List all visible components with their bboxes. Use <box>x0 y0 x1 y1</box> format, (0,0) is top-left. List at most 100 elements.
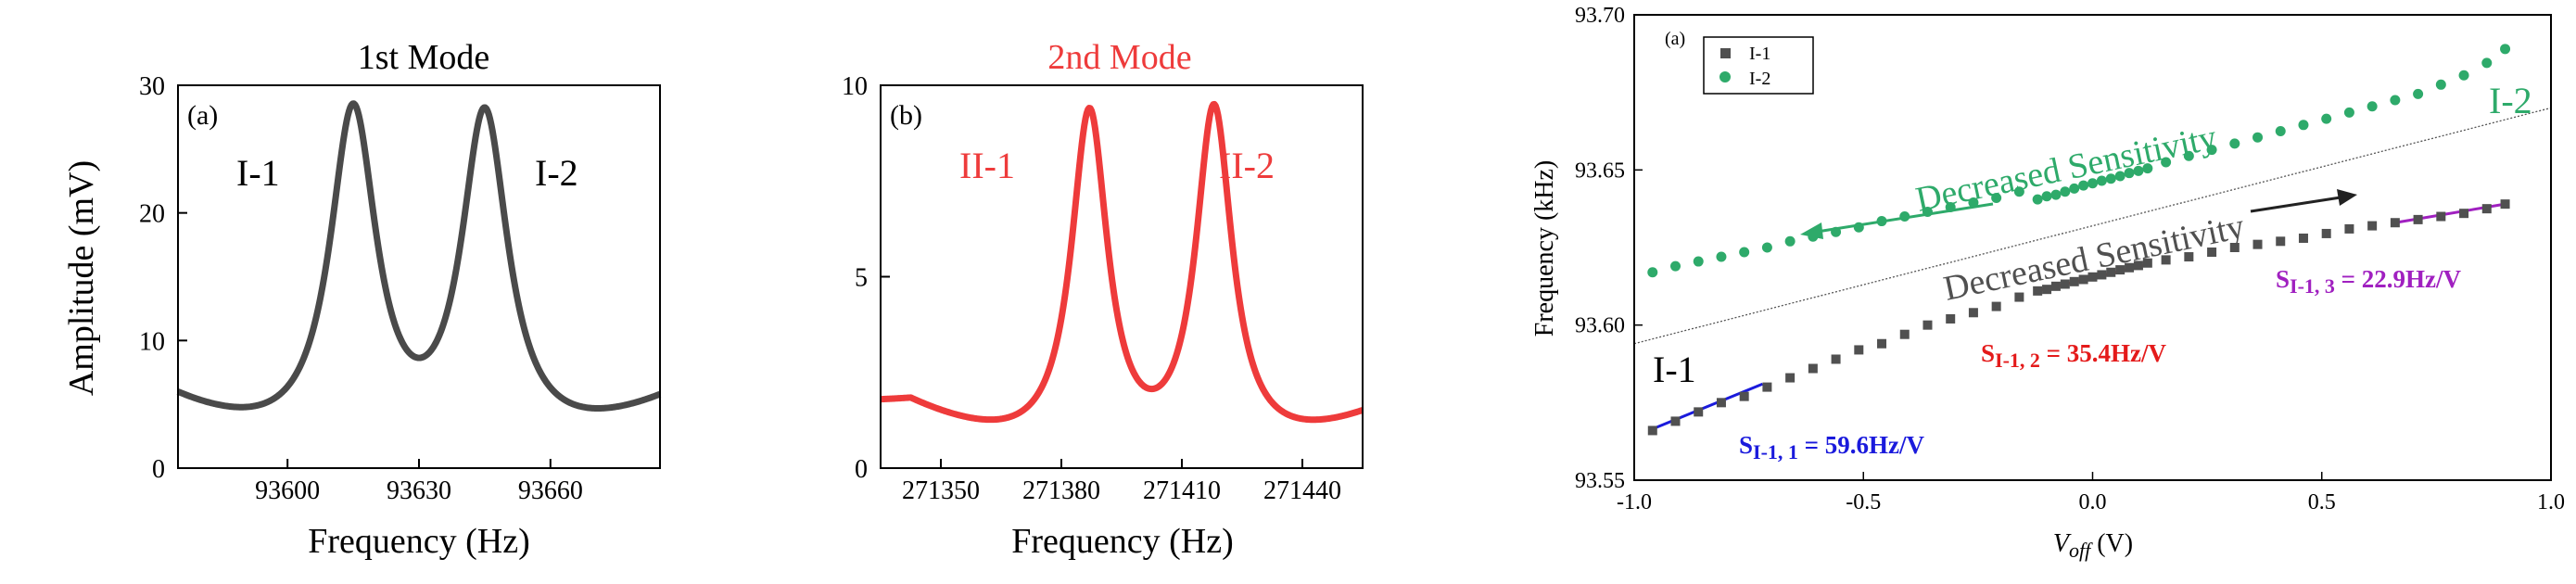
panel-frequency-vs-voltage: -1.0 -0.5 0.0 0.5 1.0 93.55 93.60 93.65 93.70 (a… <box>1530 4 2565 562</box>
point-i-2-15 <box>1991 192 2002 203</box>
point-i-1-7 <box>1808 363 1818 374</box>
annotation-i1-label: I-1 <box>1653 349 1696 390</box>
point-i-1-33 <box>2229 243 2240 252</box>
arrow-i2-shaft <box>1816 202 1994 234</box>
panel2-panel-label: (b) <box>890 100 922 131</box>
panel2-x-tick-label-0: 271350 <box>902 476 980 505</box>
point-i-1-18 <box>2042 285 2052 295</box>
panel2-y-tick-label-0: 0 <box>855 455 868 484</box>
panel1-y-tick-label-0: 0 <box>152 455 165 484</box>
point-i-1-13 <box>1946 313 1956 324</box>
fit-label-s2-main: S <box>1981 339 1995 367</box>
point-i-1-42 <box>2436 211 2446 222</box>
panel3-y-tick-label-0: 93.55 <box>1575 469 1625 493</box>
panel2-x-axis-label: Frequency (Hz) <box>1011 522 1234 561</box>
legend-box <box>1703 36 1814 95</box>
panel1-curve-layer <box>175 100 663 413</box>
legend-marker-i2 <box>1719 71 1731 83</box>
point-i-1-45 <box>2500 199 2510 209</box>
point-i-1-20 <box>2060 279 2070 289</box>
point-i-1-32 <box>2207 248 2217 258</box>
point-i-1-2 <box>1694 407 1704 417</box>
fit-label-s1-sub: I-1, 1 <box>1753 440 1798 463</box>
arrow-i1-head <box>2337 189 2357 206</box>
point-i-1-27 <box>2125 262 2135 273</box>
point-i-1-14 <box>1968 308 1978 318</box>
panel1-peak-label-2: I-2 <box>535 152 578 194</box>
point-i-2-36 <box>2298 120 2309 131</box>
point-i-2-24 <box>2096 175 2107 186</box>
panel1-panel-label: (a) <box>187 100 218 131</box>
panel2-ticks: 271350 271380 271410 271440 0 5 10 <box>842 72 1341 505</box>
point-i-1-39 <box>2367 221 2378 231</box>
panel3-y-axis-label: Frequency (kHz) <box>1530 160 1559 336</box>
panel3-legend: I-1 I-2 <box>1703 36 1814 95</box>
panel1-peak-label-1: I-1 <box>236 152 280 194</box>
point-i-2-29 <box>2142 163 2153 174</box>
panel2-peak-label-2: II-2 <box>1219 145 1275 186</box>
point-i-2-6 <box>1784 235 1796 247</box>
point-i-2-39 <box>2367 101 2378 112</box>
point-i-2-44 <box>2481 57 2493 69</box>
point-i-2-2 <box>1693 256 1704 267</box>
fit-label-s3-value: = 22.9Hz/V <box>2335 265 2462 293</box>
point-i-1-8 <box>1831 354 1841 364</box>
point-i-1-0 <box>1647 425 1657 436</box>
panel3-x-tick-label-1: -0.5 <box>1846 490 1881 514</box>
point-i-2-30 <box>2161 157 2172 168</box>
panel3-x-tick-label-3: 0.5 <box>2308 490 2336 514</box>
point-i-2-40 <box>2390 95 2401 106</box>
point-i-1-34 <box>2252 239 2263 249</box>
panel2-x-tick-label-3: 271440 <box>1263 476 1341 505</box>
panel1-resonance-curve <box>175 100 663 413</box>
point-i-2-28 <box>2133 165 2144 176</box>
point-i-2-23 <box>2087 178 2098 189</box>
point-i-1-37 <box>2321 228 2331 238</box>
point-i-1-35 <box>2276 236 2286 247</box>
panel1-title: 1st Mode <box>358 38 490 77</box>
legend-label-i2: I-2 <box>1749 69 1770 89</box>
point-i-1-29 <box>2142 258 2152 268</box>
panel3-x-tick-label-2: 0.0 <box>2079 490 2107 514</box>
panel2-curve-layer <box>878 100 1365 424</box>
point-i-2-37 <box>2321 113 2332 124</box>
point-i-1-23 <box>2087 272 2098 282</box>
panel1-y-tick-label-3: 30 <box>139 72 165 101</box>
point-i-2-34 <box>2252 132 2264 143</box>
fit-label-s3-main: S <box>2276 265 2290 293</box>
fit-label-s1-main: S <box>1739 431 1753 459</box>
annotation-decreased-sensitivity-i2: Decreased Sensitivity <box>1912 118 2220 220</box>
point-i-1-21 <box>2069 276 2079 286</box>
point-i-2-45 <box>2500 44 2511 55</box>
point-i-2-32 <box>2206 145 2217 156</box>
point-i-2-31 <box>2183 150 2194 161</box>
point-i-1-25 <box>2106 267 2116 277</box>
point-i-1-12 <box>1922 320 1933 330</box>
point-i-1-43 <box>2459 209 2469 219</box>
point-i-1-16 <box>2014 292 2024 302</box>
arrow-i1-shaft <box>2250 196 2341 213</box>
legend-label-i1: I-1 <box>1749 44 1770 64</box>
point-i-1-44 <box>2481 204 2492 214</box>
panel1-x-axis-label: Frequency (Hz) <box>308 522 530 561</box>
point-i-2-18 <box>2041 191 2052 202</box>
point-i-2-35 <box>2275 126 2286 136</box>
point-i-2-38 <box>2343 107 2354 118</box>
panel1-x-tick-label-2: 93660 <box>518 476 583 505</box>
point-i-1-22 <box>2078 274 2088 285</box>
point-i-1-9 <box>1854 345 1864 355</box>
point-i-2-43 <box>2458 70 2469 81</box>
fit-label-s1: SI-1, 1 = 59.6Hz/V <box>1739 431 1925 463</box>
point-i-2-16 <box>2013 186 2024 197</box>
point-i-2-22 <box>2078 180 2089 191</box>
fit-label-s3-sub: I-1, 3 <box>2290 274 2335 298</box>
point-i-2-33 <box>2229 138 2240 149</box>
panel3-y-tick-label-2: 93.65 <box>1575 159 1625 183</box>
point-i-2-27 <box>2124 168 2135 179</box>
point-i-1-4 <box>1739 391 1749 401</box>
panel-2nd-mode: 2nd Mode 271350 271380 271410 271440 0 5 10 (b… <box>842 38 1365 561</box>
panel3-x-axis-label: Voff (V) <box>2053 529 2133 562</box>
point-i-2-4 <box>1739 247 1750 258</box>
point-i-2-21 <box>2069 183 2080 194</box>
point-i-2-25 <box>2105 173 2116 184</box>
